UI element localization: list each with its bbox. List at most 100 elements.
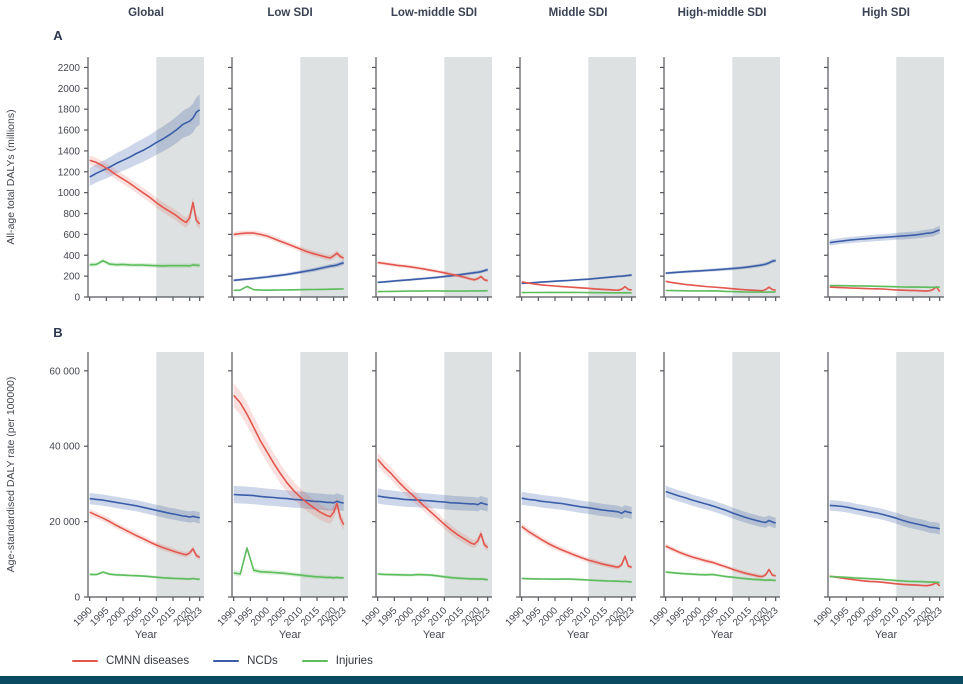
legend-label-injuries: Injuries <box>335 655 373 667</box>
panel-title: High-middle SDI <box>678 7 767 19</box>
x-axis-title: Year <box>135 629 158 641</box>
shade-region <box>588 57 636 297</box>
legend-item-injuries: Injuries <box>301 655 373 667</box>
y-tick-label: 800 <box>63 209 80 220</box>
panel-A-low-sdi <box>228 57 348 301</box>
legend: CMNN diseases NCDs Injuries <box>72 655 373 667</box>
series-line-cmnn-diseases <box>665 280 776 292</box>
series-line-cmnn-diseases <box>233 394 345 525</box>
legend-label-cmnn: CMNN diseases <box>106 655 190 667</box>
y-tick-label: 40 000 <box>49 442 80 453</box>
series-line-cmnn-diseases <box>521 281 632 291</box>
panel-A-middle-sdi <box>516 57 636 301</box>
series-line-cmnn-diseases <box>233 232 345 259</box>
y-axis-title: All-age total DALYs (millions) <box>5 109 17 244</box>
series-line-injuries <box>377 289 488 293</box>
journal-footer-bar <box>0 676 963 684</box>
series-line-ncds <box>377 495 488 506</box>
shade-region <box>300 352 348 597</box>
y-tick-label: 0 <box>74 293 80 304</box>
series-line-cmnn-diseases <box>89 159 201 225</box>
series-line-injuries <box>89 259 200 267</box>
y-tick-label: 400 <box>63 251 80 262</box>
y-tick-label: 1200 <box>58 167 81 178</box>
series-line-injuries <box>377 573 488 581</box>
y-tick-label: 1400 <box>58 146 81 157</box>
y-tick-label: 200 <box>63 272 80 283</box>
series-band-ncds <box>377 488 488 512</box>
x-axis-title: Year <box>423 629 446 641</box>
series-line-ncds <box>521 274 632 285</box>
series-line-cmnn-diseases <box>377 458 489 549</box>
y-tick-label: 1000 <box>58 188 81 199</box>
shade-region <box>732 57 780 297</box>
y-tick-label: 20 000 <box>49 517 80 528</box>
panel-title: Low-middle SDI <box>391 7 477 19</box>
shade-region <box>444 57 492 297</box>
series-line-ncds <box>829 504 940 530</box>
series-line-injuries <box>233 285 344 292</box>
shade-region <box>156 57 204 297</box>
series-line-cmnn-diseases <box>521 525 632 568</box>
panel-title: Middle SDI <box>549 7 608 19</box>
series-band-cmnn-diseases <box>233 383 344 531</box>
shade-region <box>156 352 204 597</box>
panel-A-high-sdi <box>824 57 944 301</box>
row-a-charts: A All-age total DALYs (millions) 0 200 400 60… <box>5 7 944 304</box>
series-line-ncds <box>89 497 200 519</box>
row-label: B <box>53 325 62 340</box>
series-line-ncds <box>665 259 776 274</box>
shade-region <box>300 57 348 297</box>
series-band-cmnn-diseases <box>89 508 200 561</box>
x-axis-title: Year <box>875 629 898 641</box>
shade-region <box>732 352 780 597</box>
legend-swatch-ncds <box>213 659 240 663</box>
series-line-injuries <box>89 571 200 581</box>
series-line-ncds <box>829 229 940 244</box>
series-band-cmnn-diseases <box>89 155 200 230</box>
series-line-ncds <box>89 109 201 178</box>
panel-title: Low SDI <box>267 7 312 19</box>
y-tick-label: 2200 <box>58 63 81 74</box>
panel-A-low-middle-sdi <box>372 57 492 301</box>
series-line-ncds <box>665 490 776 524</box>
series-band-ncds <box>233 260 344 282</box>
series-line-injuries <box>829 284 940 289</box>
y-tick-label: 600 <box>63 230 80 241</box>
series-line-cmnn-diseases <box>829 286 941 293</box>
panel-A-global: 0 200 400 600 800 1000 1200 1400 1600 1800 2000 220… <box>58 57 204 304</box>
series-band-cmnn-diseases <box>829 575 940 587</box>
panel-title: High SDI <box>862 7 910 19</box>
series-line-ncds <box>521 497 632 515</box>
series-band-ncds <box>829 225 940 246</box>
x-axis-title: Year <box>279 629 302 641</box>
x-axis-title: Year <box>711 629 734 641</box>
y-tick-label: 60 000 <box>49 366 80 377</box>
legend-label-ncds: NCDs <box>247 655 278 667</box>
y-tick-label: 0 <box>74 593 80 604</box>
panel-A-high-middle-sdi <box>660 57 780 301</box>
series-line-injuries <box>521 577 632 583</box>
series-line-ncds <box>377 268 488 284</box>
panel-title: Global <box>128 7 164 19</box>
series-line-injuries <box>665 289 776 293</box>
shade-region <box>588 352 636 597</box>
y-tick-label: 1600 <box>58 126 81 137</box>
series-band-cmnn-diseases <box>233 230 344 262</box>
shade-region <box>444 352 492 597</box>
series-line-injuries <box>233 547 344 579</box>
shade-region <box>896 57 944 297</box>
series-line-injuries <box>665 571 776 582</box>
x-axis-title: Year <box>567 629 590 641</box>
legend-swatch-cmnn <box>72 659 98 663</box>
series-line-ncds <box>233 262 344 282</box>
series-line-cmnn-diseases <box>665 545 776 578</box>
y-tick-label: 2000 <box>58 84 81 95</box>
